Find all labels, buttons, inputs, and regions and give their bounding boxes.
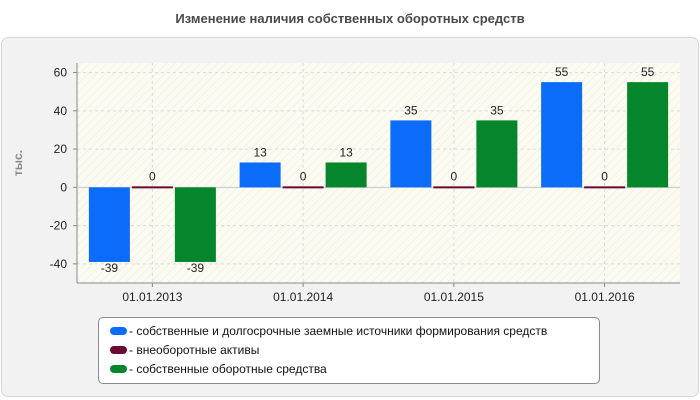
bar-s0-c3 xyxy=(541,82,583,188)
bar-s0-c2 xyxy=(390,120,432,188)
y-tick-label-0: 60 xyxy=(54,66,68,80)
legend: - собственные и долгосрочные заемные ист… xyxy=(98,317,600,384)
data-label-s0-c1: 13 xyxy=(253,145,267,159)
bar-s1-c0 xyxy=(131,186,173,189)
y-tick-label-2: 20 xyxy=(54,142,68,156)
x-tick-label-1: 01.01.2014 xyxy=(273,290,333,304)
bar-s0-c0 xyxy=(88,187,130,262)
bar-s1-c1 xyxy=(282,186,324,189)
bar-s2-c0 xyxy=(174,187,216,262)
legend-label-working-capital: - собственные оборотные средства xyxy=(129,362,327,376)
plot-area xyxy=(77,63,680,283)
bar-s2-c2 xyxy=(476,120,518,188)
data-label-s0-c0: -39 xyxy=(101,261,119,275)
legend-swatch-noncurrent xyxy=(110,345,127,354)
bar-s0-c1 xyxy=(239,162,281,188)
chart-title: Изменение наличия собственных оборотных … xyxy=(175,11,525,26)
y-tick-label-4: -20 xyxy=(50,219,68,233)
data-label-s1-c3: 0 xyxy=(601,169,608,183)
legend-label-noncurrent: - внеоборотные активы xyxy=(129,343,260,357)
y-axis-label: тыс. xyxy=(11,150,25,176)
bar-s2-c3 xyxy=(627,82,669,188)
data-label-s2-c1: 13 xyxy=(339,145,353,159)
data-label-s2-c3: 55 xyxy=(641,65,655,79)
legend-item-working-capital: - собственные оборотные средства xyxy=(110,361,327,377)
legend-label-sources: - собственные и долгосрочные заемные ист… xyxy=(129,324,548,338)
bar-s1-c2 xyxy=(433,186,475,189)
data-label-s2-c2: 35 xyxy=(490,103,504,117)
legend-item-noncurrent: - внеоборотные активы xyxy=(110,342,259,358)
x-tick-label-3: 01.01.2016 xyxy=(575,290,635,304)
data-label-s2-c0: -39 xyxy=(187,261,205,275)
data-label-s1-c2: 0 xyxy=(451,169,458,183)
legend-swatch-working-capital xyxy=(110,364,127,373)
data-label-s1-c1: 0 xyxy=(300,169,307,183)
x-tick-label-0: 01.01.2013 xyxy=(122,290,182,304)
y-tick-label-1: 40 xyxy=(54,104,68,118)
legend-swatch-sources xyxy=(110,326,127,335)
bar-s1-c3 xyxy=(584,186,626,189)
y-tick-label-3: 0 xyxy=(60,180,67,194)
legend-item-sources: - собственные и долгосрочные заемные ист… xyxy=(110,323,547,339)
data-label-s0-c2: 35 xyxy=(404,103,418,117)
y-tick-label-5: -40 xyxy=(50,257,68,271)
bar-s2-c1 xyxy=(325,162,367,188)
data-label-s1-c0: 0 xyxy=(149,169,156,183)
data-label-s0-c3: 55 xyxy=(555,65,569,79)
x-tick-label-2: 01.01.2015 xyxy=(424,290,484,304)
